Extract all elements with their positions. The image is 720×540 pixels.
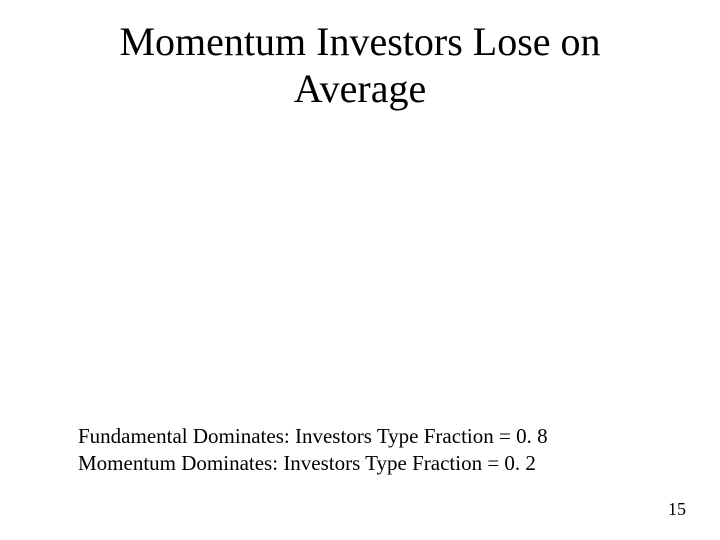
body-line-1: Fundamental Dominates: Investors Type Fr… <box>78 423 548 451</box>
body-text: Fundamental Dominates: Investors Type Fr… <box>78 423 548 478</box>
body-line-2: Momentum Dominates: Investors Type Fract… <box>78 450 548 478</box>
slide: Momentum Investors Lose on Average Funda… <box>0 0 720 540</box>
slide-title-line-2: Average <box>0 65 720 112</box>
slide-title: Momentum Investors Lose on Average <box>0 18 720 112</box>
page-number: 15 <box>668 499 686 520</box>
slide-title-line-1: Momentum Investors Lose on <box>0 18 720 65</box>
